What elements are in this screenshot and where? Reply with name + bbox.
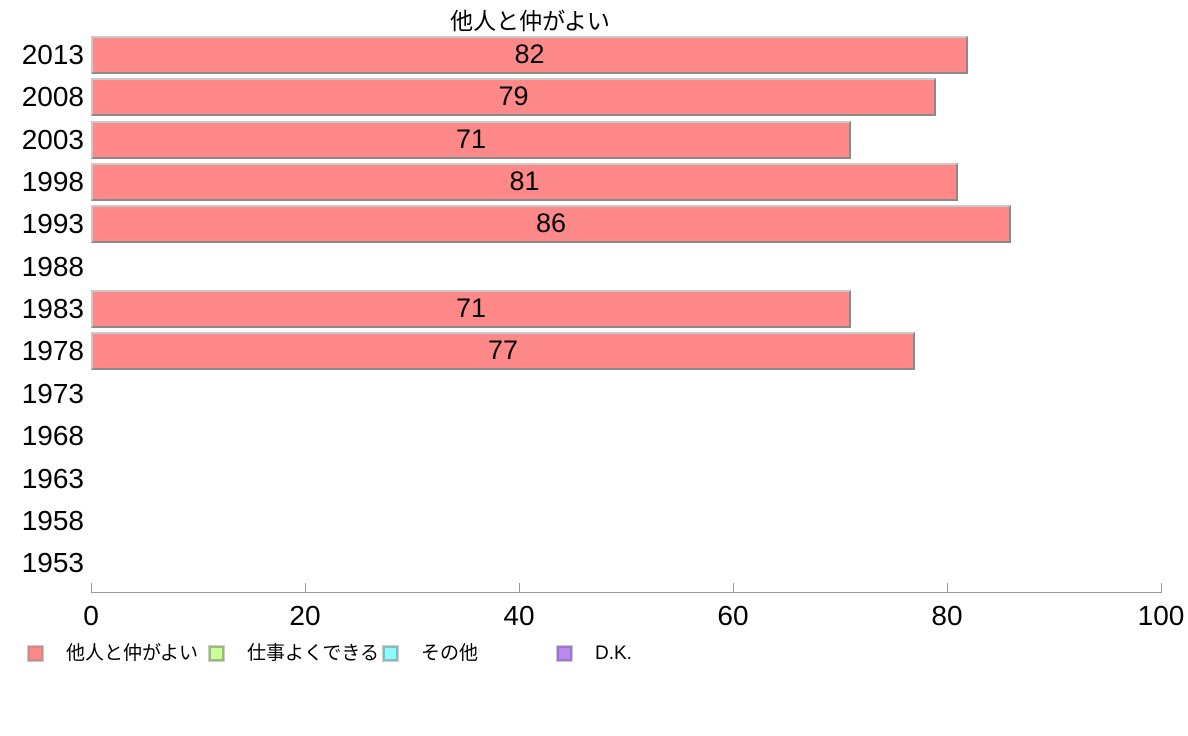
bar-value-label-2003: 71: [455, 123, 487, 154]
legend-label-3: その他: [421, 643, 479, 664]
y-axis-label-1973: 1973: [21, 377, 84, 409]
legend-swatch-4: [556, 645, 573, 662]
bar-1993[interactable]: 86: [91, 205, 1011, 244]
bar-value-label-1983: 71: [455, 293, 487, 324]
bar-2013[interactable]: 82: [91, 36, 968, 74]
x-axis-tick-label-100: 100: [1137, 600, 1185, 631]
bar-value-label-2013: 82: [514, 39, 545, 69]
legend-swatch-2: [208, 645, 225, 662]
bar-value-label-1978: 77: [487, 335, 519, 366]
y-axis-label-2013: 2013: [21, 39, 84, 70]
bar-value-label-1998: 81: [509, 166, 540, 197]
x-axis-tick-100: [1161, 583, 1162, 592]
y-axis-label-1983: 1983: [21, 293, 84, 325]
y-axis-label-1968: 1968: [21, 420, 84, 452]
bar-2003[interactable]: 71: [91, 120, 851, 159]
legend-label-1: 他人と仲がよい: [66, 643, 199, 664]
chart-title: 他人と仲がよい: [450, 8, 610, 34]
bar-2008[interactable]: 79: [91, 78, 936, 117]
legend-label-2: 仕事よくできる: [247, 643, 380, 664]
x-axis-tick-label-0: 0: [83, 600, 99, 631]
x-axis-tick-label-60: 60: [717, 600, 749, 631]
bar-1983[interactable]: 71: [91, 290, 851, 329]
x-axis-tick-0: [91, 583, 92, 592]
bar-1998[interactable]: 81: [91, 163, 958, 202]
legend-label-4: D.K.: [595, 643, 632, 664]
y-axis-label-1993: 1993: [21, 208, 84, 240]
x-axis-tick-60: [733, 583, 734, 592]
y-axis-label-1988: 1988: [21, 250, 84, 282]
y-axis-label-1963: 1963: [21, 462, 84, 494]
x-axis-line: [91, 592, 1162, 593]
y-axis-label-1998: 1998: [21, 166, 84, 198]
x-axis-tick-label-40: 40: [503, 600, 535, 631]
y-axis-label-1958: 1958: [21, 504, 84, 536]
bar-value-label-2008: 79: [498, 81, 529, 112]
legend-swatch-1: [27, 645, 44, 662]
y-axis-label-2008: 2008: [21, 81, 84, 113]
x-axis-tick-label-80: 80: [931, 600, 963, 631]
bar-1978[interactable]: 77: [91, 332, 915, 371]
legend-swatch-3: [382, 645, 399, 662]
y-axis-label-1978: 1978: [21, 335, 84, 367]
bar-value-label-1993: 86: [535, 208, 567, 239]
y-axis-label-2003: 2003: [21, 123, 84, 155]
x-axis-tick-20: [305, 583, 306, 592]
x-axis-tick-80: [947, 583, 948, 592]
x-axis-tick-40: [519, 583, 520, 592]
x-axis-tick-label-20: 20: [289, 600, 321, 631]
y-axis-label-1953: 1953: [21, 547, 84, 579]
